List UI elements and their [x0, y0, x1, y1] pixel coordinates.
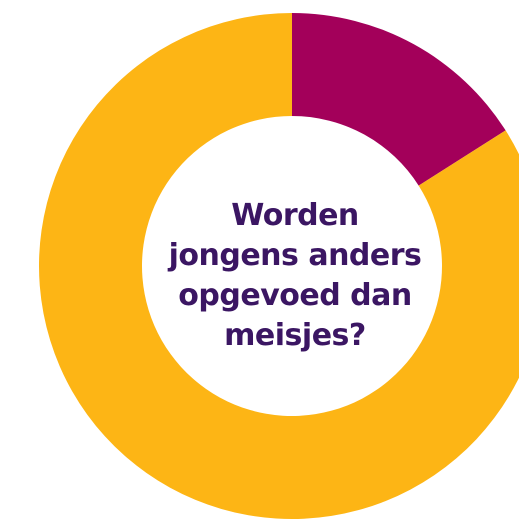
donut-slice-1: [292, 13, 506, 186]
title-line-1: Worden: [231, 198, 359, 233]
donut-slice-2: [39, 13, 519, 519]
chart-title: Worden jongens anders opgevoed dan meisj…: [145, 196, 445, 356]
title-line-3: opgevoed dan: [178, 278, 412, 313]
title-line-2: jongens anders: [168, 238, 422, 273]
title-line-4: meisjes?: [224, 318, 366, 353]
